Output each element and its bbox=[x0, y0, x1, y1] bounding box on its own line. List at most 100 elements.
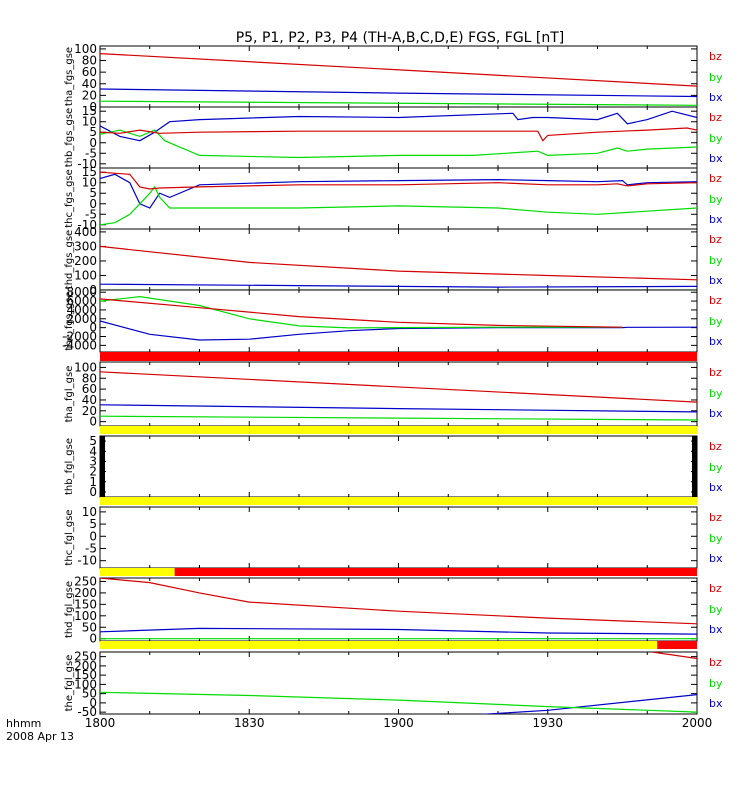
series-bx bbox=[100, 320, 697, 341]
legend-bx: bx bbox=[709, 335, 723, 348]
series-by bbox=[100, 185, 697, 226]
y-tick-label: 150 bbox=[74, 597, 97, 611]
y-axis-label: thd_fgl_gse bbox=[64, 581, 75, 638]
y-tick-label: 4 bbox=[89, 444, 97, 458]
status-segment-red bbox=[100, 352, 697, 361]
legend-by: by bbox=[709, 71, 723, 84]
series-bz bbox=[100, 245, 697, 281]
y-tick-label: -5 bbox=[85, 207, 97, 221]
y-axis-label: thb_fgs_gse bbox=[64, 108, 75, 167]
legend-bz: bz bbox=[709, 366, 722, 379]
y-tick-label: 400 bbox=[74, 225, 97, 239]
legend-bz: bz bbox=[709, 294, 722, 307]
series-bz bbox=[100, 298, 623, 328]
legend-by: by bbox=[709, 677, 723, 690]
legend-by: by bbox=[709, 132, 723, 145]
legend-by: by bbox=[709, 603, 723, 616]
y-tick-label: 0 bbox=[89, 529, 97, 543]
series-bx bbox=[477, 694, 697, 714]
panel-frame bbox=[99, 228, 698, 291]
x-tick-label: 1800 bbox=[85, 716, 116, 730]
y-tick-label: -50 bbox=[77, 705, 97, 719]
y-tick-label: 5 bbox=[89, 434, 97, 448]
y-tick-label: 4000 bbox=[66, 303, 97, 317]
legend-by: by bbox=[709, 532, 723, 545]
footer-hhmm: hhmm bbox=[6, 717, 41, 730]
y-tick-label: 0 bbox=[89, 321, 97, 335]
y-tick-label: 150 bbox=[74, 668, 97, 682]
status-bar bbox=[100, 568, 697, 576]
y-tick-label: 200 bbox=[74, 659, 97, 673]
y-tick-label: -5 bbox=[85, 541, 97, 555]
panel-frame bbox=[99, 651, 698, 715]
status-segment-yellow bbox=[100, 426, 697, 434]
chart-title: P5, P1, P2, P3, P4 (TH-A,B,C,D,E) FGS, F… bbox=[236, 30, 565, 46]
y-tick-label: 300 bbox=[74, 239, 97, 253]
legend-bx: bx bbox=[709, 407, 723, 420]
status-bar bbox=[100, 497, 697, 505]
legend-bz: bz bbox=[709, 172, 722, 185]
legend-bx: bx bbox=[709, 552, 723, 565]
series-bz bbox=[652, 652, 697, 660]
legend-bx: bx bbox=[709, 152, 723, 165]
y-axis-label: tha_fgl_gse bbox=[64, 366, 75, 423]
status-segment-red bbox=[174, 568, 697, 576]
legend-bz: bz bbox=[709, 50, 722, 63]
legend-by: by bbox=[709, 315, 723, 328]
data-edge-block bbox=[692, 436, 697, 497]
panel-frame bbox=[99, 577, 698, 642]
y-tick-label: -4000 bbox=[62, 338, 97, 352]
legend-bx: bx bbox=[709, 274, 723, 287]
series-bz bbox=[100, 127, 697, 142]
y-tick-label: -5 bbox=[85, 146, 97, 160]
series-by bbox=[100, 129, 697, 159]
y-tick-label: 100 bbox=[74, 609, 97, 623]
y-axis-label: tha_fgs_gse bbox=[64, 47, 75, 106]
y-tick-label: 100 bbox=[74, 268, 97, 282]
y-tick-label: 15 bbox=[82, 165, 97, 179]
legend-bz: bz bbox=[709, 511, 722, 524]
y-axis-label: the_fgs_gse bbox=[64, 291, 75, 350]
footer-date: 2008 Apr 13 bbox=[6, 730, 74, 743]
y-tick-label: 0 bbox=[89, 696, 97, 710]
series-by bbox=[100, 415, 697, 421]
panel-frame bbox=[99, 45, 698, 108]
x-axis: 1800 1830 1900 1930 2000 bbox=[85, 716, 713, 730]
x-tick-label: 1930 bbox=[532, 716, 563, 730]
series-bx bbox=[100, 88, 697, 98]
y-tick-label: 20 bbox=[82, 88, 97, 102]
y-tick-label: 60 bbox=[82, 382, 97, 396]
y-axis-label: the_fgl_gse bbox=[64, 655, 75, 712]
y-tick-label: 0 bbox=[89, 100, 97, 114]
y-tick-label: 200 bbox=[74, 586, 97, 600]
status-segment-red bbox=[657, 641, 697, 649]
series-by bbox=[100, 295, 623, 329]
y-tick-label: 0 bbox=[89, 485, 97, 499]
y-tick-label: 250 bbox=[74, 650, 97, 664]
series-bx bbox=[100, 404, 697, 413]
series-bz bbox=[100, 371, 697, 403]
legend-bz: bz bbox=[709, 582, 722, 595]
y-tick-label: 100 bbox=[74, 677, 97, 691]
y-tick-label: 200 bbox=[74, 254, 97, 268]
series-bx bbox=[100, 283, 697, 288]
y-tick-label: 0 bbox=[89, 632, 97, 646]
y-tick-label: 2 bbox=[89, 465, 97, 479]
y-axis-label: thc_fgl_gse bbox=[64, 509, 75, 565]
series-bz bbox=[100, 171, 697, 190]
y-tick-label: 50 bbox=[82, 620, 97, 634]
legend-bx: bx bbox=[709, 481, 723, 494]
legend-bz: bz bbox=[709, 656, 722, 669]
y-tick-label: 40 bbox=[82, 77, 97, 91]
legend-bx: bx bbox=[709, 697, 723, 710]
y-tick-label: 2000 bbox=[66, 312, 97, 326]
